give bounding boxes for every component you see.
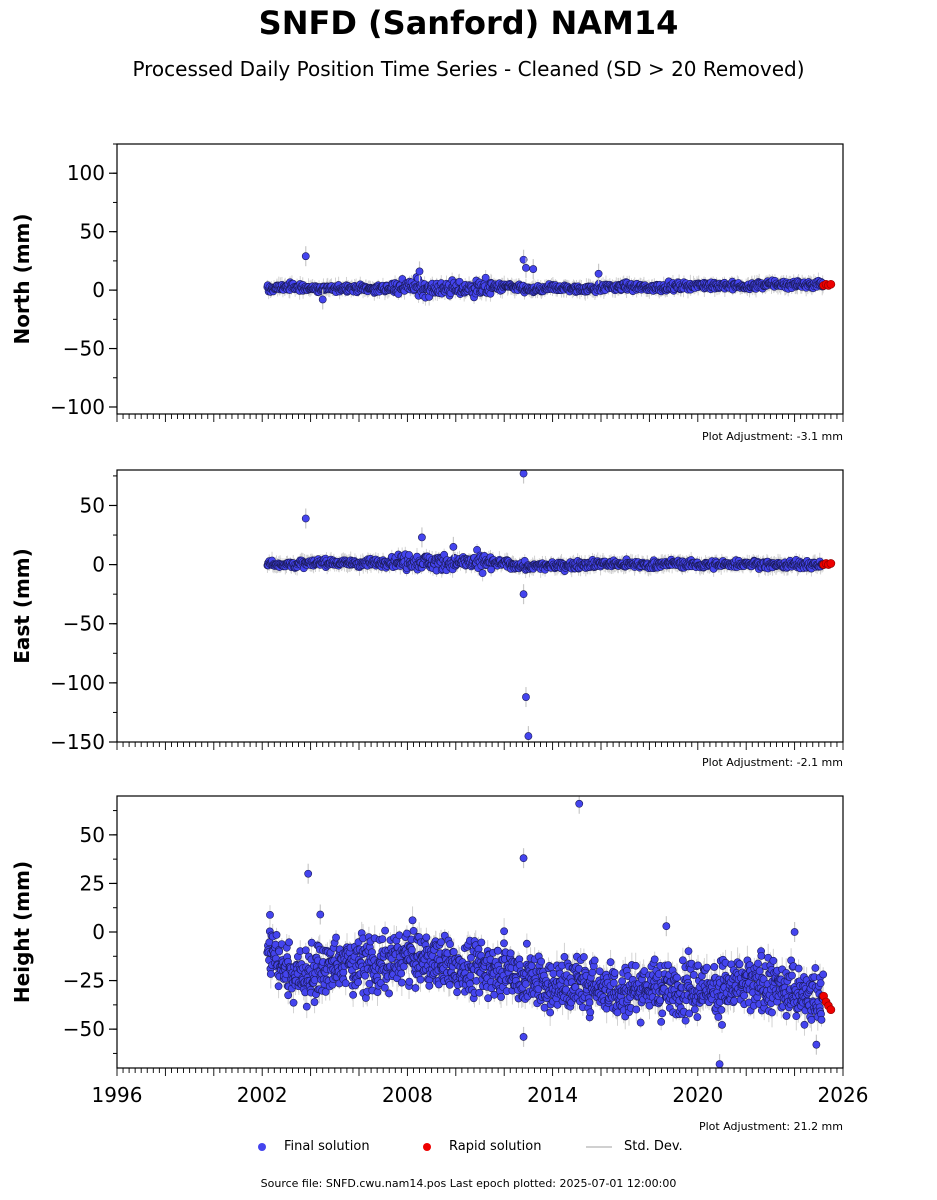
outlier-point	[519, 255, 528, 264]
y-axis-label: East (mm)	[10, 548, 34, 664]
y-tick-label: −100	[50, 671, 105, 695]
final-points-0	[263, 273, 827, 302]
y-tick-label: −150	[50, 730, 105, 754]
outlier-point	[519, 590, 528, 599]
rapid-point	[826, 559, 836, 568]
y-tick-label: 50	[80, 220, 105, 244]
y-tick-label: 0	[92, 553, 105, 577]
outlier-point	[449, 542, 458, 551]
outlier-point	[301, 252, 310, 261]
final-points-1	[263, 545, 828, 578]
y-tick-label: −100	[50, 395, 105, 419]
outlier-point	[418, 533, 426, 542]
outlier-point	[301, 514, 310, 523]
chart-subtitle: Processed Daily Position Time Series - C…	[132, 57, 805, 81]
outlier-point	[594, 269, 603, 278]
y-axis-label: North (mm)	[10, 213, 34, 344]
panel-0: −100 −50 0 50 100 North (mm) Plot Adjustment: …	[10, 143, 844, 443]
outlier-point	[522, 263, 530, 272]
plot-area-0	[263, 246, 836, 310]
chart-title: SNFD (Sanford) NAM14	[258, 4, 679, 42]
y-tick-label: 0	[92, 278, 105, 302]
plot-area-2	[263, 796, 836, 1068]
outlier-point	[522, 693, 530, 701]
panel-1: −150 −100 −50 0 50 East (mm) Plot Adjustment: …	[10, 469, 844, 769]
final-point	[478, 569, 487, 578]
rapid-point	[826, 279, 836, 289]
y-tick-label: 100	[67, 161, 105, 185]
plot-adjustment-label: Plot Adjustment: -3.1 mm	[702, 430, 843, 443]
panel-frame	[116, 469, 844, 743]
y-tick-label: −50	[63, 612, 105, 636]
outlier-point	[415, 267, 424, 276]
outlier-point	[519, 470, 528, 478]
outlier-point	[529, 265, 538, 273]
final-point	[481, 273, 490, 282]
outlier-point	[524, 732, 533, 740]
y-tick-label: 50	[80, 493, 105, 517]
outlier-point	[318, 295, 327, 304]
plot-area-1	[263, 470, 836, 742]
y-tick-label: −50	[63, 337, 105, 361]
plot-adjustment-label: Plot Adjustment: -2.1 mm	[702, 756, 843, 769]
